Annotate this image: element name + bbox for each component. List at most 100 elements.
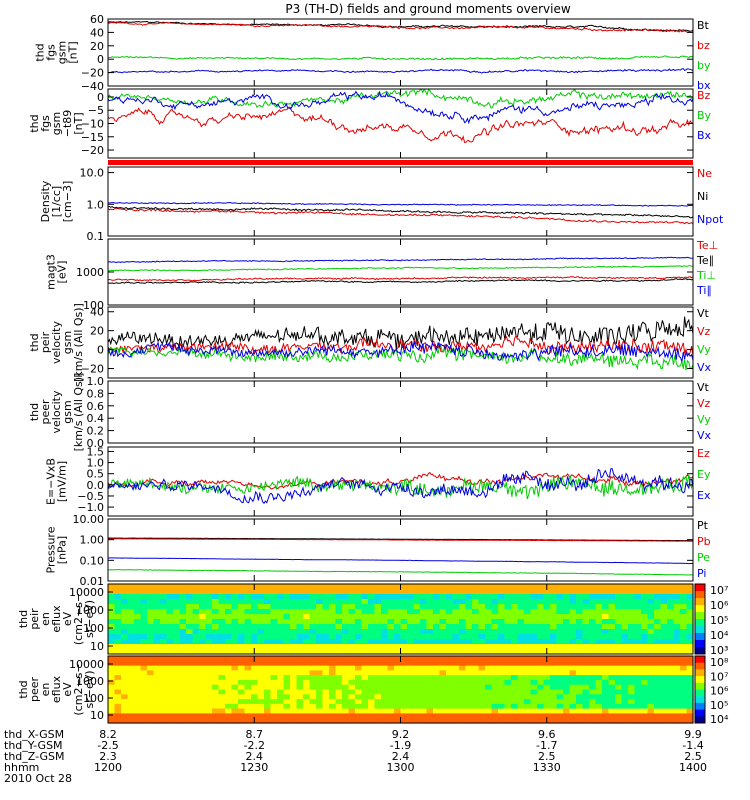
spectrogram-cell	[244, 594, 252, 600]
y-axis-label-line: fgs	[39, 115, 52, 132]
colorbar-tick-label: 10⁸	[710, 656, 729, 669]
spectrogram-cell	[199, 684, 207, 691]
separator-stripe	[108, 160, 693, 165]
spectrogram-cell	[108, 614, 116, 620]
y-axis-label-line: (cm2−s−	[72, 593, 85, 645]
y-tick-label: 0.4	[87, 412, 105, 425]
spectrogram-cell	[290, 609, 298, 615]
spectrogram-cell	[335, 656, 343, 662]
spectrogram-cell	[621, 670, 629, 676]
spectrogram-cell	[335, 604, 343, 610]
spectrogram-cell	[530, 675, 538, 681]
spectrogram-cell	[322, 703, 330, 710]
spectrogram-cell	[478, 629, 486, 635]
spectrogram-cell	[485, 689, 493, 695]
spectrogram-cell	[134, 660, 142, 667]
spectrogram-cell	[686, 694, 694, 700]
spectrogram-cell	[166, 609, 174, 615]
spectrogram-cell	[537, 589, 545, 595]
spectrogram-cell	[296, 694, 304, 700]
spectrogram-cell	[160, 619, 168, 625]
spectrogram-cell	[121, 634, 129, 640]
spectrogram-cell	[459, 624, 467, 630]
spectrogram-cell	[478, 599, 486, 605]
panel-frame	[107, 380, 694, 444]
spectrogram-cell	[608, 703, 616, 710]
x-axis-ephemeris-value: 9.6	[538, 728, 556, 741]
spectrogram-cell	[134, 624, 142, 630]
spectrogram-cell	[316, 665, 324, 671]
spectrogram-cell	[413, 604, 421, 610]
y-tick-label: 0	[97, 344, 104, 357]
spectrogram-cell	[381, 584, 389, 590]
spectrogram-cell	[114, 639, 122, 645]
spectrogram-cell	[329, 609, 337, 615]
spectrogram-cell	[231, 713, 239, 719]
spectrogram-cell	[550, 599, 558, 605]
spectrogram-cell	[439, 684, 447, 691]
y-axis-label-line: peer	[28, 677, 41, 703]
spectrogram-cell	[504, 708, 512, 714]
spectrogram-cell	[303, 634, 311, 640]
spectrogram-cell	[517, 679, 525, 686]
series-line-Ey	[108, 474, 693, 500]
spectrogram-cell	[433, 670, 441, 676]
spectrogram-cell	[322, 713, 330, 719]
spectrogram-cell	[329, 703, 337, 710]
spectrogram-cell	[342, 675, 350, 681]
spectrogram-cell	[348, 656, 356, 662]
spectrogram-cell	[374, 660, 382, 667]
spectrogram-cell	[251, 694, 259, 700]
spectrogram-cell	[654, 629, 662, 635]
spectrogram-cell	[446, 699, 454, 705]
spectrogram-cell	[615, 684, 623, 691]
spectrogram-cell	[186, 639, 194, 645]
spectrogram-cell	[296, 684, 304, 691]
spectrogram-cell	[244, 639, 252, 645]
spectrogram-cell	[595, 703, 603, 710]
x-tick-label: 1330	[533, 761, 561, 774]
spectrogram-cell	[426, 584, 434, 590]
spectrogram-cell	[472, 689, 480, 695]
spectrogram-cell	[381, 665, 389, 671]
spectrogram-cell	[589, 604, 597, 610]
spectrogram-cell	[186, 684, 194, 691]
spectrogram-cell	[446, 718, 454, 724]
spectrogram-cell	[569, 584, 577, 590]
spectrogram-cell	[160, 609, 168, 615]
y-tick-label: 60	[90, 13, 104, 26]
spectrogram-cell	[478, 624, 486, 630]
spectrogram-cell	[498, 656, 506, 662]
spectrogram-cell	[608, 665, 616, 671]
spectrogram-cell	[413, 718, 421, 724]
spectrogram-cell	[576, 619, 584, 625]
spectrogram-cell	[199, 644, 207, 650]
spectrogram-cell	[160, 703, 168, 710]
spectrogram-cell	[283, 609, 291, 615]
spectrogram-cell	[530, 604, 538, 610]
spectrogram-cell	[452, 675, 460, 681]
spectrogram-cell	[400, 584, 408, 590]
spectrogram-cell	[192, 670, 200, 676]
spectrogram-cell	[264, 694, 272, 700]
spectrogram-cell	[251, 679, 259, 686]
spectrogram-cell	[595, 679, 603, 686]
spectrogram-cell	[114, 629, 122, 635]
spectrogram-cell	[413, 670, 421, 676]
spectrogram-cell	[394, 589, 402, 595]
spectrogram-cell	[140, 708, 148, 714]
spectrogram-cell	[309, 594, 317, 600]
spectrogram-cell	[127, 689, 135, 695]
spectrogram-cell	[225, 624, 233, 630]
spectrogram-cell	[686, 684, 694, 691]
spectrogram-cell	[348, 634, 356, 640]
spectrogram-cell	[524, 699, 532, 705]
series-group	[108, 202, 693, 225]
spectrogram-cell	[686, 599, 694, 605]
spectrogram-cell	[524, 679, 532, 686]
spectrogram-cell	[634, 639, 642, 645]
spectrogram-cell	[472, 679, 480, 686]
spectrogram-cell	[264, 584, 272, 590]
spectrogram-cell	[641, 639, 649, 645]
